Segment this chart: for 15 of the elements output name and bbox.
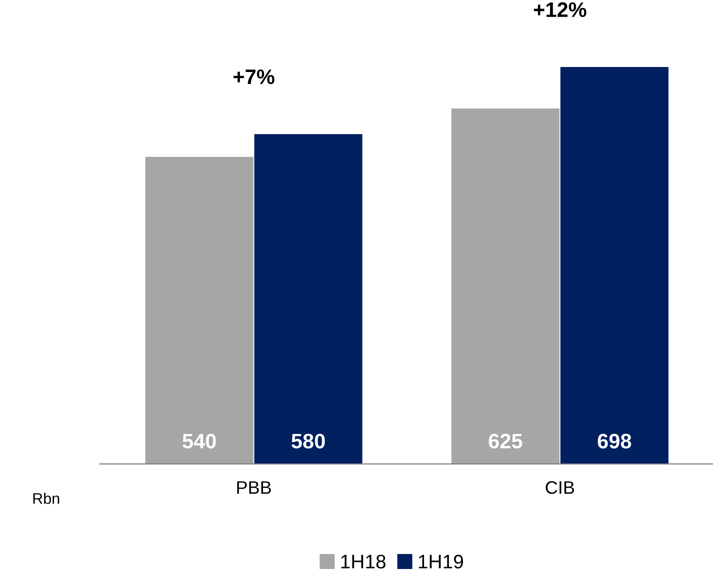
annotation: +7% [234, 69, 274, 84]
x-tick-label: CIB [546, 481, 574, 494]
bar [145, 156, 254, 464]
bar [254, 134, 362, 464]
data-label: 625 [488, 434, 522, 448]
data-label: 540 [182, 434, 216, 448]
bar [451, 108, 560, 464]
legend-label: 1H19 [418, 554, 463, 568]
bar [560, 67, 668, 464]
x-tick-label: PBB [237, 481, 271, 494]
legend-label: 1H18 [341, 554, 386, 568]
data-label: 698 [598, 434, 632, 448]
data-label: 580 [292, 434, 325, 448]
y-axis-title: Rbn [33, 492, 60, 504]
text: +12% [534, 2, 586, 18]
